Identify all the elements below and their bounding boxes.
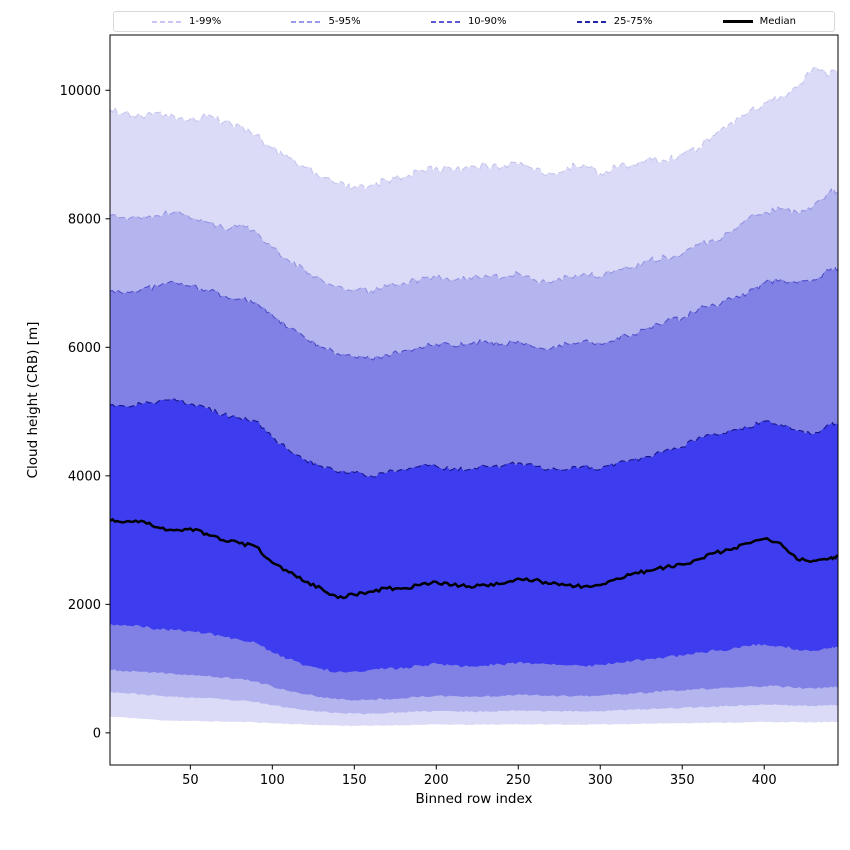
x-tick-label: 350: [670, 773, 695, 788]
y-axis: 0 2000 4000 6000 8000 10000: [60, 84, 110, 741]
band-1-99-line-swatch: [152, 20, 182, 23]
x-tick-label: 250: [506, 773, 531, 788]
band-25-75-line-swatch: [576, 20, 607, 23]
band-5-95-line-swatch: [291, 20, 322, 23]
x-tick-label: 150: [342, 773, 367, 788]
percentile-bands: [110, 67, 838, 727]
quantile-boundary-lines: [110, 66, 838, 478]
axes-frame: [109, 34, 839, 766]
legend-item-1-99: 1-99%: [152, 15, 222, 27]
x-axis: 50 100 150 200 250 300 350 400: [182, 765, 777, 788]
legend-item-10-90: 10-90%: [430, 15, 507, 27]
legend-label: 25-75%: [613, 15, 653, 27]
legend-item-25-75: 25-75%: [576, 15, 653, 27]
legend: 1-99% 5-95% 10-90% 25-75% Median: [113, 11, 835, 32]
x-tick-label: 400: [752, 773, 777, 788]
legend-label: 5-95%: [328, 15, 361, 27]
band-25-75%: [110, 398, 838, 673]
x-tick-label: 100: [260, 773, 285, 788]
legend-item-median: Median: [722, 15, 796, 27]
quantile-line-q75: [110, 398, 838, 478]
y-axis-label: Cloud height (CRB) [m]: [25, 321, 41, 479]
y-tick-label: 4000: [68, 469, 101, 484]
median-line: [110, 517, 838, 600]
y-tick-label: 10000: [60, 84, 101, 99]
y-tick-label: 2000: [68, 598, 101, 613]
quantile-line-q90: [110, 266, 838, 361]
x-tick-label: 200: [424, 773, 449, 788]
quantile-line-q99: [110, 66, 838, 190]
x-tick-label: 300: [588, 773, 613, 788]
x-axis-label: Binned row index: [415, 791, 533, 807]
x-tick-label: 50: [182, 773, 199, 788]
quantile-line-q95: [110, 187, 838, 295]
legend-label: Median: [759, 15, 796, 27]
y-tick-label: 6000: [68, 341, 101, 356]
band-10-90-line-swatch: [430, 20, 461, 23]
legend-label: 1-99%: [189, 15, 222, 27]
median-line-swatch: [722, 20, 753, 23]
legend-item-5-95: 5-95%: [291, 15, 361, 27]
y-tick-label: 8000: [68, 212, 101, 227]
y-tick-label: 0: [93, 726, 101, 741]
legend-label: 10-90%: [467, 15, 507, 27]
